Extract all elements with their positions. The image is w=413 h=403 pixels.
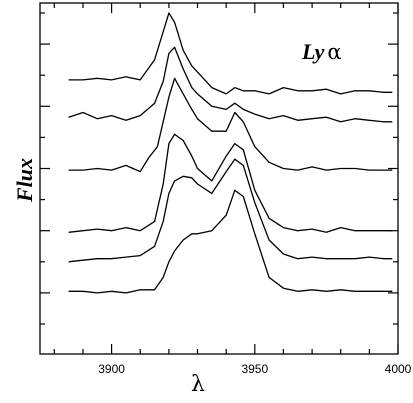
y-axis-title: Flux <box>12 158 37 203</box>
spectrum-line-1 <box>68 12 393 95</box>
spectrum-line-2 <box>68 46 393 123</box>
x-tick-label-4000: 4000 <box>385 362 412 376</box>
spectrum-line-5 <box>68 158 393 263</box>
annotation-ly-text: Ly <box>301 39 325 64</box>
spectrum-line-3 <box>68 77 393 173</box>
spectrum-line-4 <box>68 133 393 233</box>
axis-ticks <box>40 3 399 354</box>
x-tick-label-3900: 3900 <box>98 362 125 376</box>
x-axis-title: λ <box>191 372 205 397</box>
x-tick-labels: 3900 3950 4000 <box>98 362 411 376</box>
x-tick-label-3950: 3950 <box>241 362 268 376</box>
spectra-series <box>68 12 393 294</box>
annotation-ly-alpha: Ly α <box>301 39 342 64</box>
spectrum-line-6 <box>68 189 393 294</box>
annotation-alpha-symbol: α <box>327 40 341 64</box>
plot-frame <box>39 2 399 355</box>
